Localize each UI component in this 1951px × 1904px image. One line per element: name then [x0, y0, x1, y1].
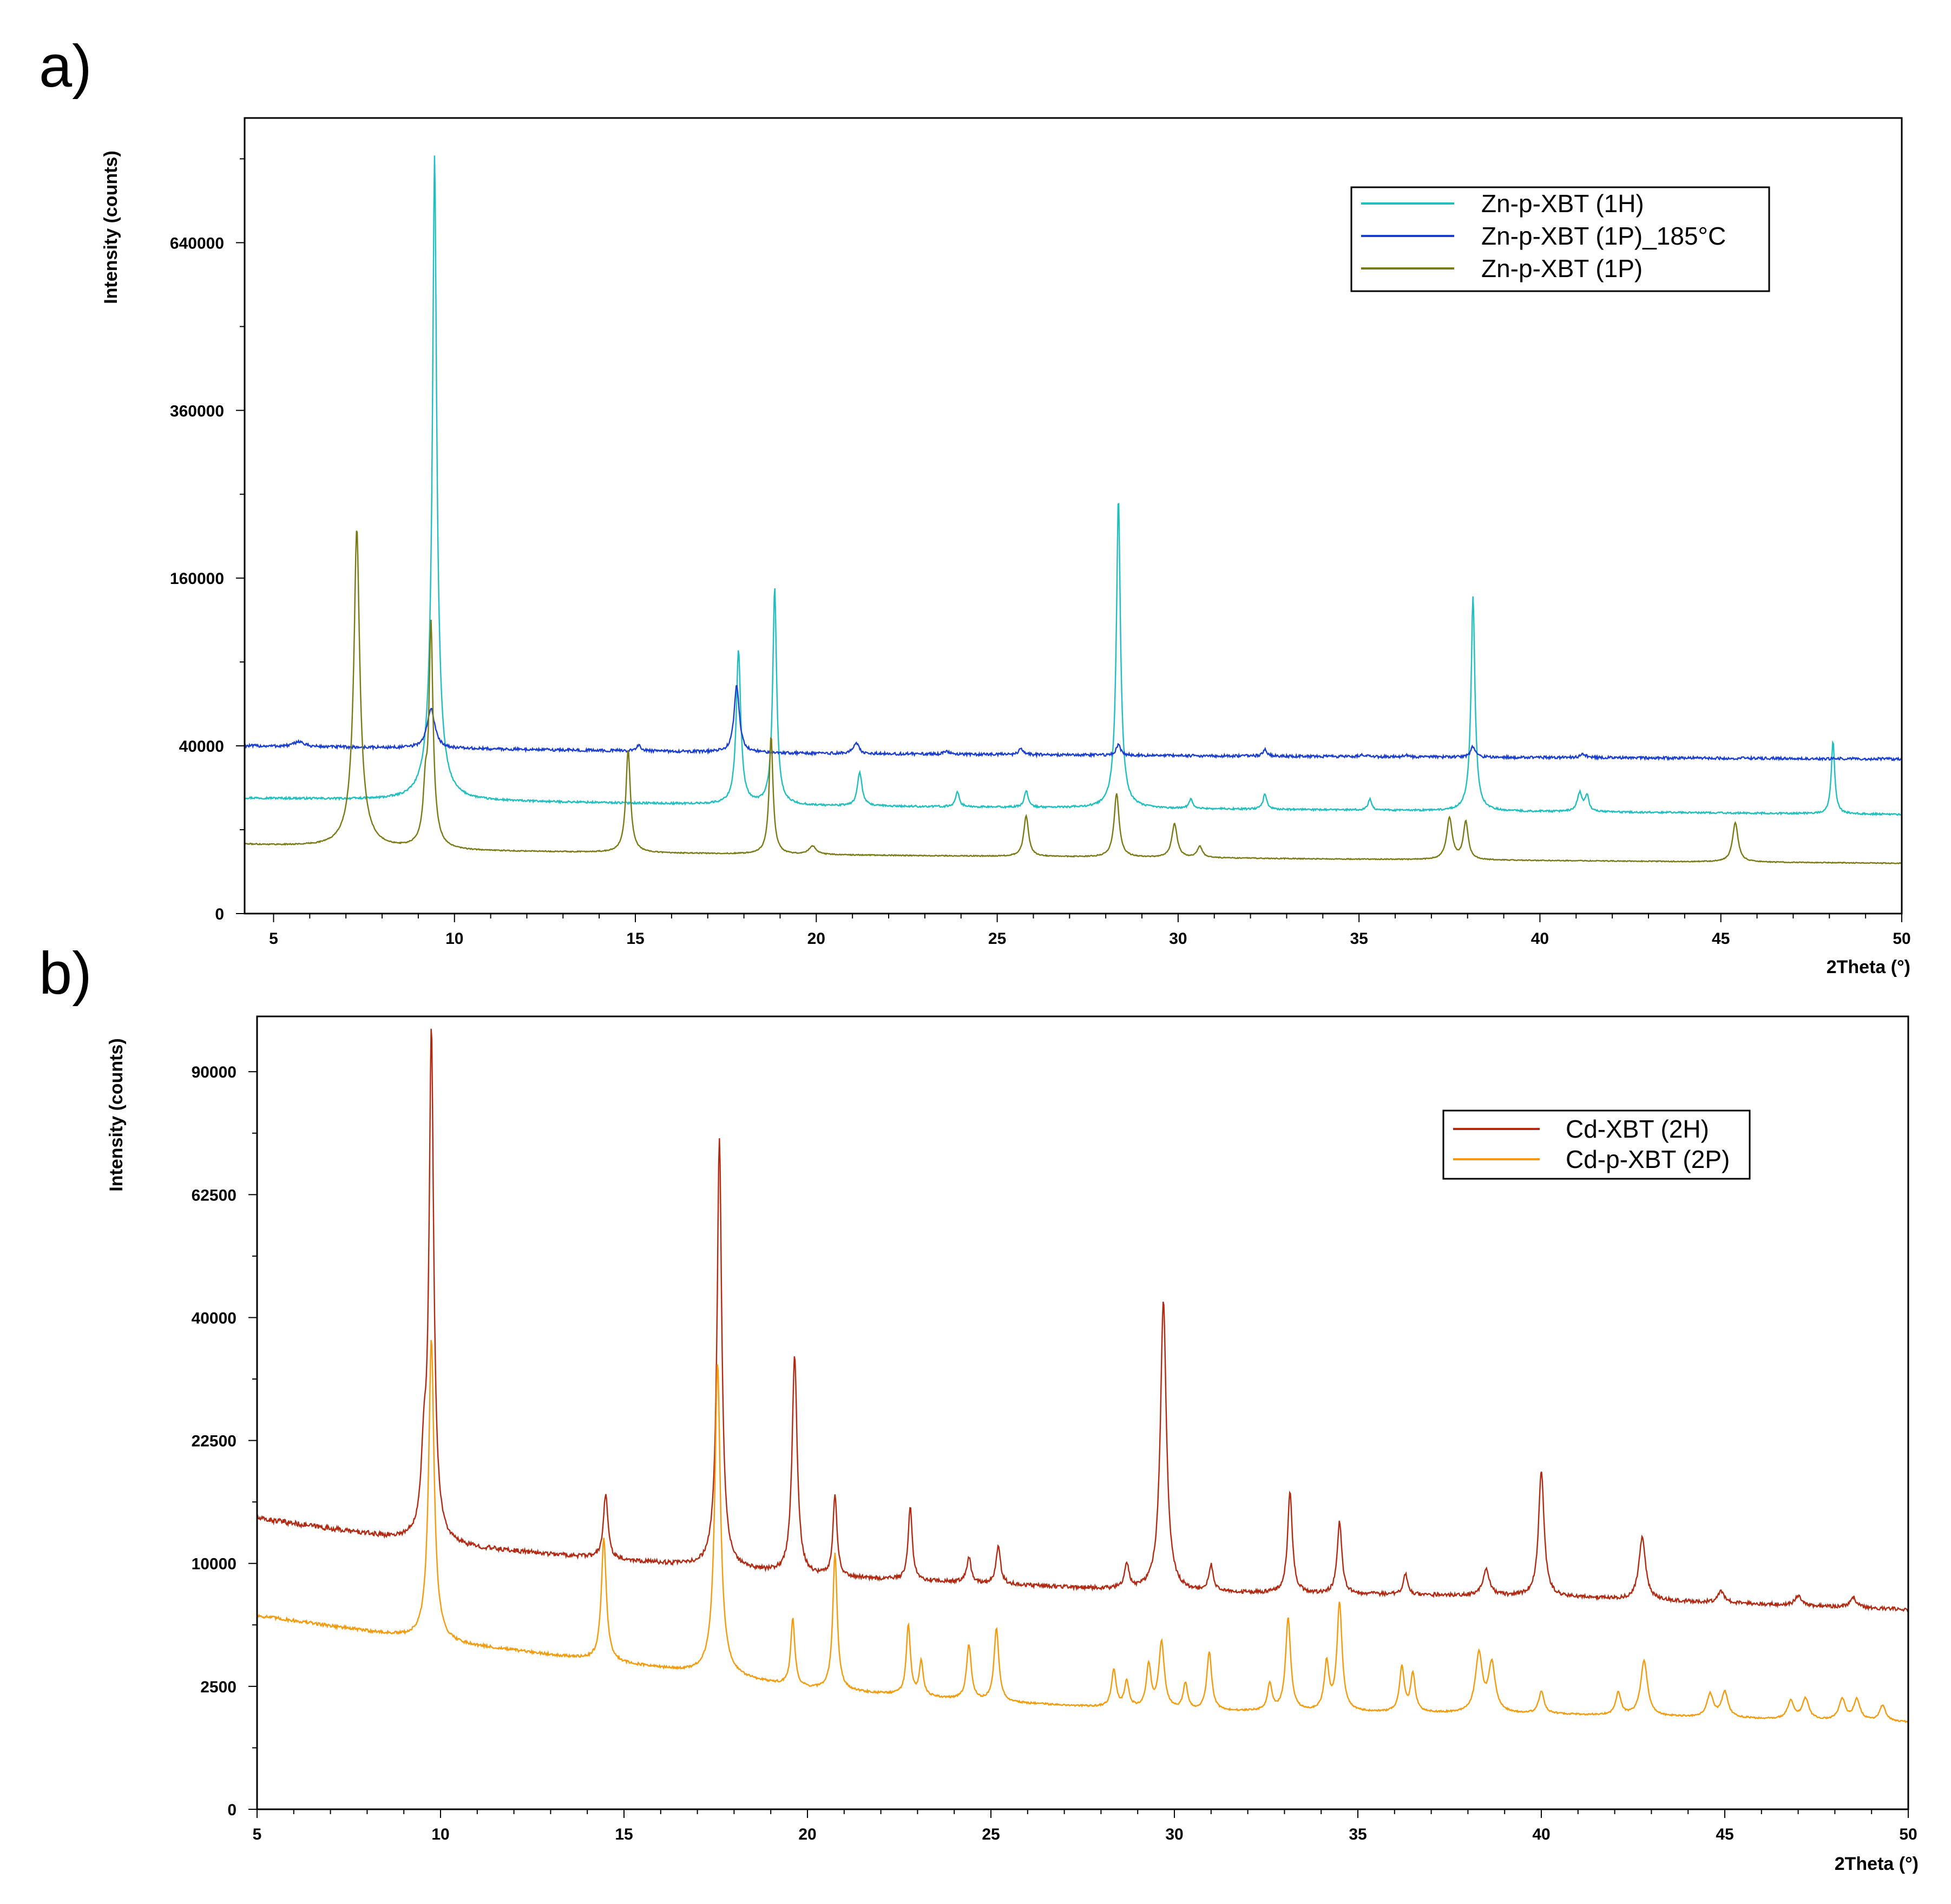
panel-a-x-tick-label: 35 — [1350, 930, 1368, 948]
panel-a-y-axis: 0 40000 160000 360000 640000 — [170, 158, 245, 923]
panel-b-y-axis: 0 2500 10000 22500 40000 62500 90000 — [192, 1063, 257, 1819]
panel-b-y-tick-label: 90000 — [192, 1063, 237, 1081]
panel-a-legend: Zn-p-XBT (1H) Zn-p-XBT (1P)_185°C Zn-p-X… — [1350, 186, 1770, 292]
panel-a-x-tick-label: 25 — [988, 930, 1006, 948]
panel-b-plot-frame — [256, 1015, 1909, 1810]
panel-b-x-tick-label: 45 — [1716, 1826, 1733, 1843]
panel-b-legend-box — [1442, 1109, 1751, 1180]
panel-b-x-tick-label: 15 — [615, 1826, 633, 1843]
panel-a-x-tick-label: 15 — [626, 930, 644, 948]
panel-a-x-tick-label: 10 — [445, 930, 463, 948]
panel-b-x-tick-label: 10 — [431, 1826, 449, 1843]
panel-b-series-cd-xbt-2h — [256, 1028, 1909, 1612]
panel-b-series-cd-p-xbt-2p — [257, 1340, 1909, 1723]
panel-b-y-tick-label: 62500 — [192, 1186, 237, 1204]
panel-a-y-tick-label: 0 — [215, 905, 224, 923]
panel-b-x-tick-label: 5 — [253, 1826, 262, 1843]
panel-a-legend-label-1p-185c: Zn-p-XBT (1P)_185°C — [1481, 222, 1726, 250]
panel-a-series-zn-p-xbt-1p — [244, 530, 1902, 865]
panel-b-y-tick-label: 40000 — [192, 1309, 237, 1327]
panel-b-series-group — [256, 1028, 1909, 1723]
panel-a-x-tick-label: 5 — [269, 930, 278, 948]
panel-b-x-tick-label: 25 — [982, 1826, 1000, 1843]
panel-a-legend-label-1p: Zn-p-XBT (1P) — [1481, 254, 1643, 283]
panel-a-x-tick-label: 30 — [1169, 930, 1187, 948]
panel-a-y-axis-title: Intensity (counts) — [101, 150, 121, 304]
panel-a-plot-frame — [244, 117, 1903, 915]
panel-a-series-group — [244, 155, 1903, 865]
panel-b-y-tick-label: 0 — [227, 1801, 237, 1819]
panel-b-legend: Cd-XBT (2H) Cd-p-XBT (2P) — [1442, 1109, 1751, 1180]
panel-a-y-tick-label: 640000 — [170, 234, 224, 252]
panel-b-x-tick-label: 30 — [1165, 1826, 1183, 1843]
panel-b-legend-label-2p: Cd-p-XBT (2P) — [1566, 1145, 1730, 1173]
panel-a: a) 5 10 15 20 25 30 35 40 45 50 0 40000 160000 36000… — [39, 33, 1911, 977]
panel-b-y-axis-title: Intensity (counts) — [106, 1038, 127, 1191]
panel-b-x-tick-label: 40 — [1532, 1826, 1550, 1843]
panel-a-series-zn-p-xbt-1p-185-c — [244, 685, 1903, 762]
panel-a-x-tick-label: 45 — [1712, 930, 1730, 948]
panel-b-y-tick-label: 2500 — [200, 1678, 237, 1696]
panel-a-series-zn-p-xbt-1h — [244, 155, 1902, 817]
panel-b-y-tick-label: 10000 — [192, 1555, 237, 1573]
panel-a-y-tick-label: 160000 — [170, 570, 224, 588]
panel-a-legend-label-1h: Zn-p-XBT (1H) — [1481, 189, 1644, 218]
panel-b-x-tick-label: 50 — [1899, 1826, 1917, 1843]
panel-b-x-axis: 5 10 15 20 25 30 35 40 45 50 — [253, 1809, 1917, 1843]
panel-b-y-tick-label: 22500 — [192, 1433, 237, 1450]
panel-b-x-tick-label: 20 — [798, 1826, 816, 1843]
panel-b-legend-label-2h: Cd-XBT (2H) — [1566, 1115, 1709, 1143]
panel-b-x-axis-title: 2Theta (°) — [1835, 1854, 1919, 1874]
panel-a-y-tick-label: 360000 — [170, 402, 224, 420]
panel-b-label: b) — [39, 940, 92, 1007]
panel-a-x-axis-title: 2Theta (°) — [1827, 957, 1910, 977]
panel-a-x-tick-label: 20 — [807, 930, 825, 948]
panel-b-x-tick-label: 35 — [1349, 1826, 1367, 1843]
panel-b: b) 5 10 15 20 25 30 35 40 45 50 0 2500 10000 22500 40… — [39, 940, 1919, 1874]
panel-a-y-tick-label: 40000 — [179, 738, 224, 756]
panel-a-x-axis: 5 10 15 20 25 30 35 40 45 50 — [269, 914, 1911, 948]
panel-a-x-tick-label: 50 — [1893, 930, 1910, 948]
panel-a-x-tick-label: 40 — [1531, 930, 1549, 948]
panel-a-label: a) — [39, 33, 92, 100]
